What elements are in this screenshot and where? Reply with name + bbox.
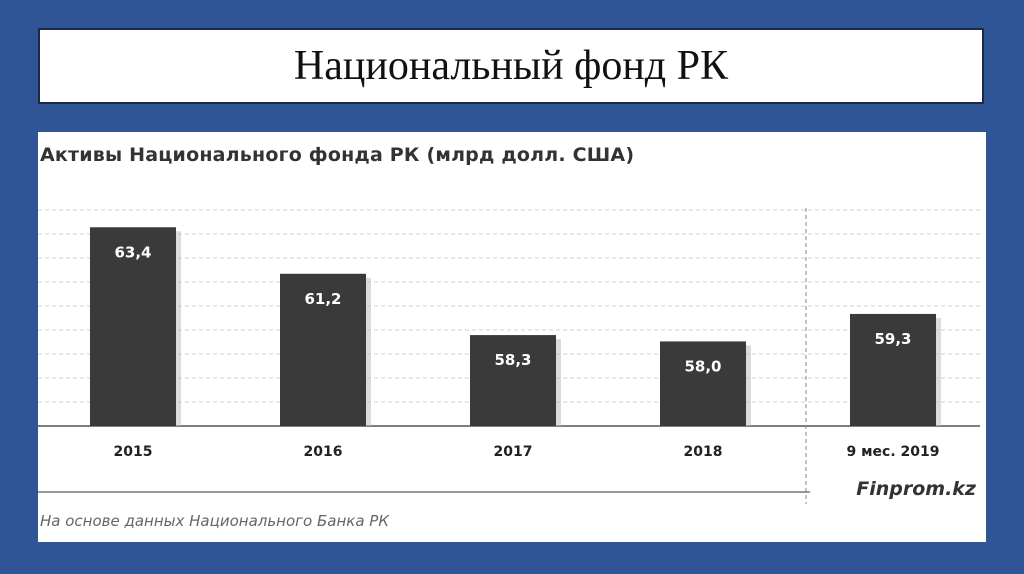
bar — [850, 313, 936, 426]
slide-title-box: Национальный фонд РК — [38, 28, 984, 104]
bar — [90, 227, 176, 426]
bar-value-label: 61,2 — [304, 290, 341, 308]
bar-value-label: 58,0 — [684, 357, 721, 375]
chart-panel: Активы Национального фонда РК (млрд долл… — [38, 132, 986, 542]
bar-value-label: 63,4 — [114, 243, 151, 261]
slide-title: Национальный фонд РК — [293, 43, 729, 89]
x-tick-label: 2017 — [494, 444, 533, 460]
x-tick-label: 2016 — [304, 444, 343, 460]
bar — [470, 335, 556, 426]
bar — [280, 273, 366, 426]
bar-value-label: 59,3 — [874, 330, 911, 348]
x-tick-label: 9 мес. 2019 — [846, 444, 939, 460]
bar-chart: 63,4 2015 61,2 2016 58,3 2017 58,0 2018 59,3 9 ме… — [38, 208, 980, 504]
chart-title: Активы Национального фонда РК (млрд долл… — [40, 144, 635, 166]
bar-value-label: 58,3 — [494, 351, 531, 369]
x-tick-label: 2018 — [684, 444, 723, 460]
bar — [660, 341, 746, 426]
brand-label: Finprom.kz — [856, 478, 976, 500]
source-note: На основе данных Национального Банка РК — [40, 512, 389, 530]
x-tick-label: 2015 — [114, 444, 153, 460]
